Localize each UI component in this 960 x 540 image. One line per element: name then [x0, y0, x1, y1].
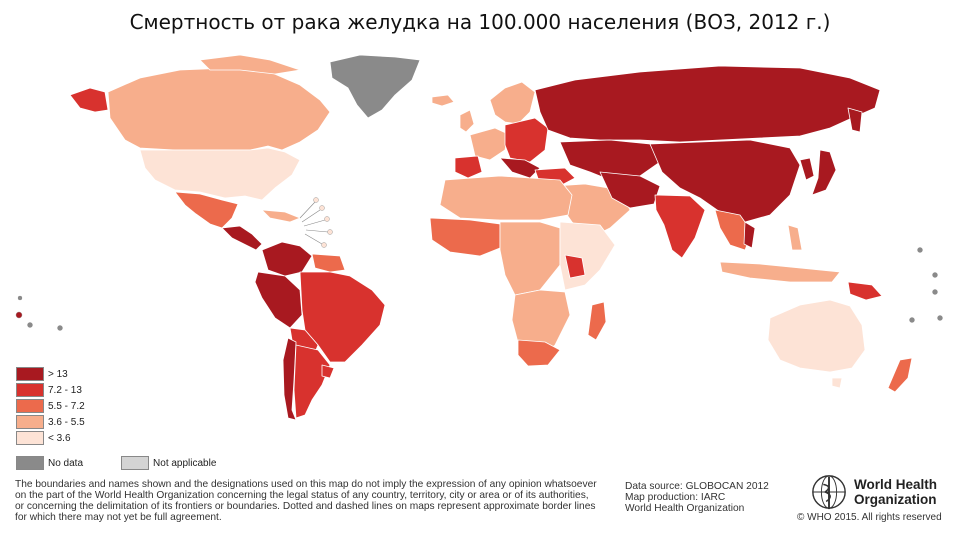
region-peru: [254, 271, 303, 329]
not-applicable-label: Not applicable: [153, 457, 217, 469]
caribbean-callout-dot-1: [313, 197, 319, 203]
region-argentina: [293, 344, 331, 419]
region-atlantic-island-4: [17, 295, 23, 301]
legend-swatch: [16, 383, 44, 397]
disclaimer-line: for which there may not yet be full agre…: [15, 512, 222, 523]
disclaimer-line: The boundaries and names shown and the d…: [15, 479, 597, 490]
region-north-africa: [439, 175, 573, 221]
region-kamchatka: [847, 107, 863, 133]
region-kenya: [564, 254, 586, 279]
disclaimer-line: or concerning the delimitation of its fr…: [15, 501, 596, 512]
region-madagascar: [587, 301, 607, 341]
caribbean-callout-dot-2: [319, 205, 325, 211]
who-emblem-icon: [812, 475, 846, 510]
region-india: [654, 194, 706, 259]
map-legend: > 13 7.2 - 13 5.5 - 7.2 3.6 - 5.5 < 3.6: [16, 366, 85, 446]
region-eastern-europe: [504, 117, 549, 163]
region-atlantic-island-2: [27, 322, 33, 328]
legend-swatch: [16, 399, 44, 413]
region-colombia: [261, 241, 313, 277]
region-chile: [282, 337, 297, 421]
legend-swatch: [16, 415, 44, 429]
region-uruguay: [321, 364, 335, 379]
caribbean-callout-dot-3: [324, 216, 330, 222]
region-pacific-island-3: [909, 317, 915, 323]
region-png: [847, 281, 883, 301]
region-southeast-asia: [714, 209, 753, 251]
region-philippines: [787, 224, 803, 251]
legend-label: 5.5 - 7.2: [48, 400, 85, 412]
region-pacific-island-5: [932, 289, 938, 295]
caribbean-callout-dot-5: [321, 242, 327, 248]
region-atlantic-island-1: [15, 311, 23, 319]
legend-label: 7.2 - 13: [48, 384, 82, 396]
region-japan: [811, 149, 837, 196]
disclaimer-line: on the part of the World Health Organiza…: [15, 490, 589, 501]
legend-label: > 13: [48, 368, 68, 380]
region-greenland: [329, 54, 421, 119]
legend-item: < 3.6: [16, 430, 85, 446]
region-vietnam: [743, 221, 756, 249]
legend-label: 3.6 - 5.5: [48, 416, 85, 428]
legend-item: 7.2 - 13: [16, 382, 85, 398]
not-applicable-swatch: [121, 456, 150, 470]
region-iceland: [431, 94, 455, 107]
region-new-zealand: [887, 357, 913, 393]
region-pacific-island-2: [932, 272, 938, 278]
region-central-africa: [499, 221, 561, 296]
region-usa: [139, 147, 301, 201]
region-china: [649, 139, 801, 223]
source-line: Map production: IARC: [625, 492, 726, 503]
region-atlantic-island-3: [57, 325, 63, 331]
who-name-line-2: Organization: [854, 492, 937, 507]
region-canada: [107, 67, 331, 151]
world-map: [15, 54, 943, 421]
region-iran: [599, 171, 661, 209]
region-canada-islands: [199, 54, 301, 75]
source-line: Data source: GLOBOCAN 2012: [625, 481, 769, 492]
no-data-label: No data: [48, 457, 84, 469]
region-south-africa: [517, 339, 561, 367]
region-pacific-island-4: [937, 315, 943, 321]
legend-item: 3.6 - 5.5: [16, 414, 85, 430]
legend-label: < 3.6: [48, 432, 71, 444]
region-korea: [799, 157, 815, 181]
region-uk: [459, 109, 475, 133]
legend-swatch: [16, 431, 44, 445]
who-logo: World Health Organization: [810, 473, 937, 511]
source-line: World Health Organization: [625, 503, 745, 514]
region-indonesia: [719, 261, 841, 283]
region-tasmania: [831, 377, 843, 389]
region-russia: [534, 65, 881, 143]
map-title: Смертность от рака желудка на 100.000 на…: [129, 10, 831, 34]
region-guyanas: [311, 253, 346, 273]
legend-item: 5.5 - 7.2: [16, 398, 85, 414]
region-central-america: [221, 225, 263, 251]
caribbean-callout-dot-4: [327, 229, 333, 235]
legend-swatch: [16, 367, 44, 381]
region-balkans: [499, 157, 541, 179]
disclaimer-text: The boundaries and names shown and the d…: [15, 479, 605, 523]
data-source: Data source: GLOBOCAN 2012 Map productio…: [625, 481, 769, 514]
caribbean-callout-lines: [299, 201, 329, 245]
region-western-europe: [469, 127, 509, 161]
copyright: © WHO 2015. All rights reserved: [797, 512, 942, 523]
region-west-africa: [429, 217, 501, 257]
region-iberia: [454, 155, 483, 179]
no-data-swatch: [16, 456, 44, 470]
legend-item: > 13: [16, 366, 85, 382]
region-scandinavia: [489, 81, 536, 125]
region-caribbean: [261, 209, 301, 223]
region-mexico: [174, 191, 239, 229]
region-australia: [767, 299, 866, 373]
special-legend: No data Not applicable: [16, 456, 254, 470]
region-pacific-island-1: [917, 247, 923, 253]
who-name-line-1: World Health: [854, 477, 938, 492]
region-alaska: [69, 87, 109, 113]
